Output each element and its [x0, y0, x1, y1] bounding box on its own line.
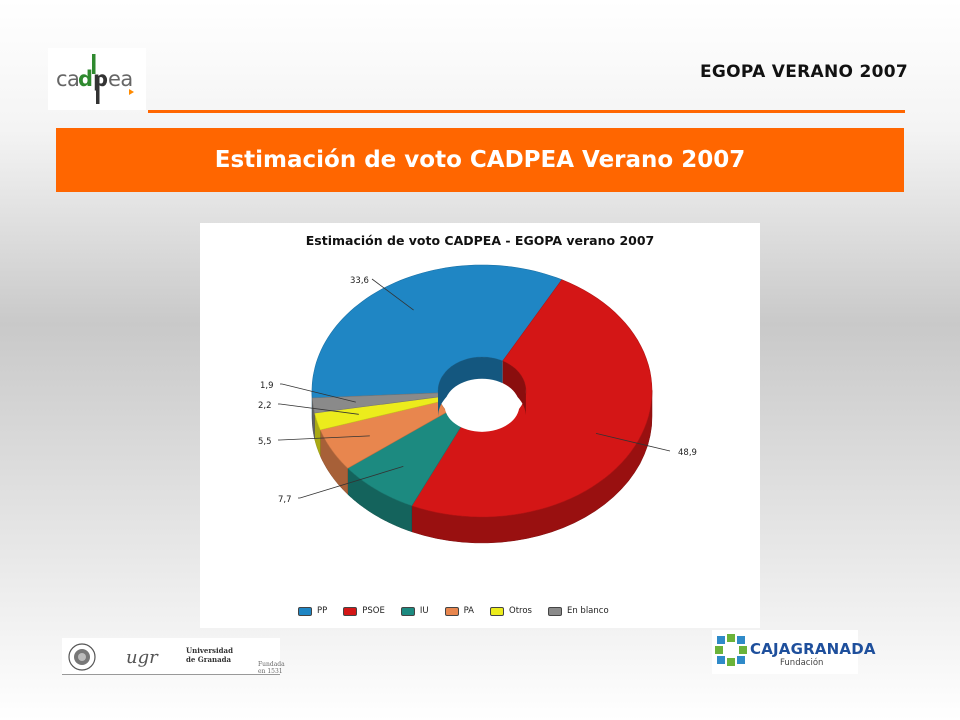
- data-label-iu: 7,7: [278, 495, 292, 505]
- svg-text:d: d: [78, 67, 93, 91]
- university-tagline: Fundada en 1531: [258, 661, 285, 675]
- legend-label: Otros: [509, 606, 532, 616]
- university-name: Universidad de Granada: [186, 646, 233, 664]
- legend-item-psoe: PSOE: [343, 606, 385, 616]
- title-banner: Estimación de voto CADPEA Verano 2007: [56, 128, 904, 192]
- legend-item-pa: PA: [444, 606, 474, 616]
- legend-label: PP: [317, 606, 328, 616]
- legend-swatch: [343, 606, 358, 616]
- legend-swatch: [547, 606, 562, 616]
- legend-label: En blanco: [566, 606, 609, 616]
- legend-item-iu: IU: [400, 606, 429, 616]
- donut-inner-wall-psoe: [502, 361, 526, 416]
- universidad-granada-logo: ugr Universidad de Granada Fundada en 15…: [62, 638, 285, 675]
- legend-label: PSOE: [362, 606, 385, 616]
- legend-swatch: [400, 606, 415, 616]
- leader-line-iu: [299, 466, 404, 499]
- chart-panel: 33,6 48,9 7,7 5,5 2,2 1,9 Estimación de voto …: [200, 223, 760, 628]
- cadpea-logo: ca d p ea: [48, 48, 146, 110]
- donut-inner-wall-pp: [438, 357, 503, 417]
- legend-item-en-blanco: En blanco: [547, 606, 609, 616]
- data-label-psoe: 48,9: [678, 448, 697, 458]
- chart-legend: PP PSOE IU PA Otros En blanco: [298, 606, 625, 616]
- legend-label: IU: [419, 606, 429, 616]
- legend-swatch: [444, 606, 459, 616]
- cadpea-logo-graphic: ca d p ea: [56, 54, 134, 104]
- cajagranada-subtitle: Fundación: [780, 658, 824, 668]
- header-divider: [148, 110, 905, 113]
- legend-item-otros: Otros: [490, 606, 532, 616]
- legend-label: PA: [463, 606, 474, 616]
- legend-swatch: [490, 606, 504, 616]
- legend-swatch: [298, 606, 312, 616]
- leader-line-en-blanco: [281, 383, 356, 403]
- leader-line-pp: [371, 278, 414, 311]
- cajagranada-emblem-icon: [715, 634, 747, 666]
- legend-item-pp: PP: [298, 606, 327, 616]
- data-label-en-blanco: 1,9: [260, 381, 274, 391]
- donut-chart: 33,6 48,9 7,7 5,5 2,2 1,9: [258, 264, 697, 544]
- ugr-mark: ugr: [126, 647, 158, 668]
- svg-text:ea: ea: [108, 67, 133, 91]
- data-label-otros: 2,2: [258, 401, 272, 411]
- survey-edition-title: EGOPA VERANO 2007: [699, 62, 908, 82]
- svg-text:p: p: [93, 67, 108, 91]
- data-label-pa: 5,5: [258, 437, 272, 447]
- data-label-pp: 33,6: [350, 276, 369, 286]
- cajagranada-logo: CAJAGRANADA Fundación: [712, 630, 876, 674]
- banner-title: Estimación de voto CADPEA Verano 2007: [214, 147, 746, 173]
- leader-line-psoe: [595, 433, 671, 452]
- svg-text:ca: ca: [56, 67, 79, 91]
- university-name-line1: Universidad: [186, 646, 233, 655]
- leader-line-pa: [279, 435, 370, 441]
- leader-line-otros: [279, 403, 359, 415]
- university-name-line2: de Granada: [186, 655, 232, 664]
- university-seal-icon: [68, 643, 96, 671]
- donut-hole: [444, 378, 520, 432]
- cajagranada-name: CAJAGRANADA: [750, 640, 876, 658]
- chart-title: Estimación de voto CADPEA - EGOPA verano…: [305, 233, 655, 248]
